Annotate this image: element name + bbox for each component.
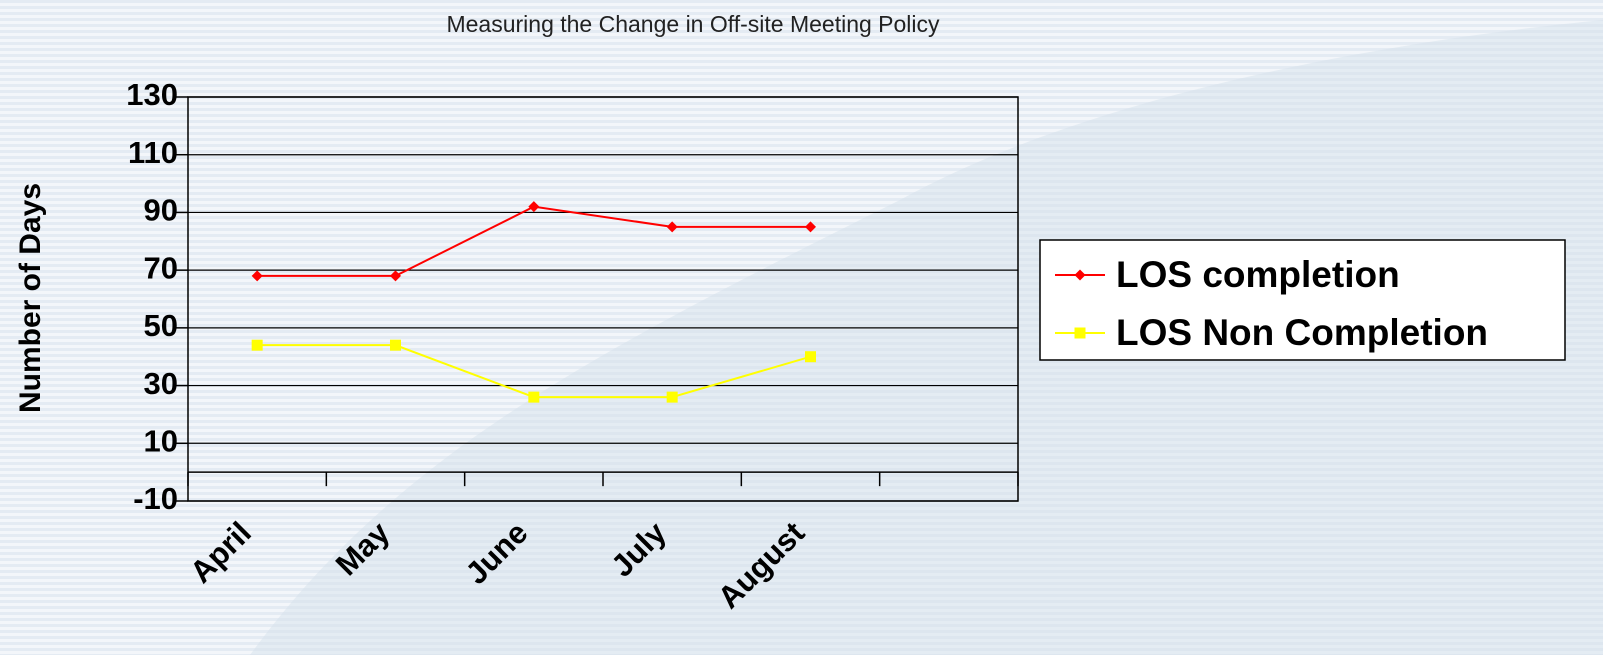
y-tick-label: 50 — [144, 308, 178, 343]
legend-label: LOS completion — [1116, 254, 1400, 295]
y-axis-title: Number of Days — [14, 183, 47, 413]
data-point — [252, 340, 263, 351]
data-point — [252, 270, 263, 281]
chart: Measuring the Change in Off-site Meeting… — [0, 0, 1603, 655]
data-point — [528, 392, 539, 403]
x-tick-label: April — [183, 515, 258, 590]
chart-title: Measuring the Change in Off-site Meeting… — [446, 11, 940, 37]
data-point — [667, 221, 678, 232]
data-point — [805, 221, 816, 232]
y-tick-label: 10 — [144, 423, 178, 458]
series-line — [257, 207, 810, 276]
y-tick-label: 90 — [144, 193, 178, 228]
data-point — [667, 392, 678, 403]
y-tick-label: 110 — [128, 135, 178, 170]
y-tick-label: 70 — [144, 250, 178, 285]
y-tick-label: -10 — [133, 481, 178, 516]
data-point — [528, 201, 539, 212]
y-tick-label: 30 — [144, 366, 178, 401]
legend-marker — [1075, 328, 1086, 339]
y-tick-label: 130 — [126, 77, 178, 112]
data-point — [805, 351, 816, 362]
legend-label: LOS Non Completion — [1116, 312, 1488, 353]
data-point — [390, 340, 401, 351]
data-point — [390, 270, 401, 281]
